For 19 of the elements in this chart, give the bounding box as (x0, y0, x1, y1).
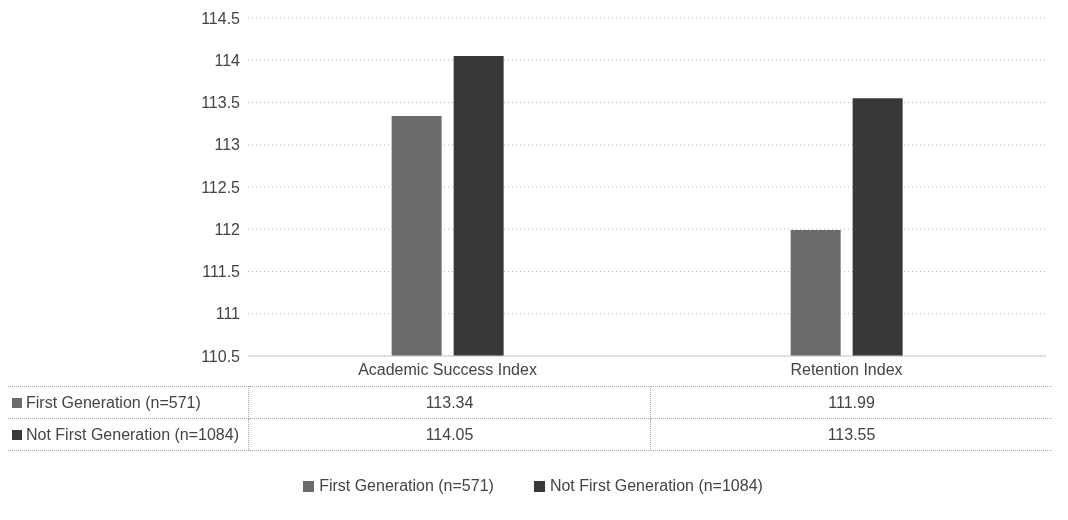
y-tick-label: 113.5 (201, 94, 241, 112)
text: Not First Generation (n=1084) (26, 425, 239, 443)
y-tick-label: 114 (214, 51, 241, 69)
y-tick-label: 111.5 (202, 263, 241, 281)
data-label: 111.99 (650, 386, 1052, 419)
data-label: 113.34 (248, 386, 651, 419)
x-tick-label: Academic Success Index (358, 361, 537, 379)
legend-label: Not First Generation (n=1084) (548, 477, 763, 495)
y-tick-label: 114.5 (201, 9, 241, 27)
data-label: 114.05 (248, 418, 651, 451)
text: First Generation (n=571) (26, 393, 201, 411)
data-label: 113.55 (650, 418, 1052, 451)
y-tick-label: 112 (214, 220, 241, 238)
x-tick-label: Retention Index (790, 361, 903, 379)
y-tick-label: 111 (215, 305, 241, 323)
y-tick-label: 112.5 (201, 178, 241, 196)
y-tick-label: 113 (214, 136, 241, 154)
legend-label: First Generation (n=571) (318, 477, 494, 495)
y-tick-label: 110.5 (201, 347, 241, 365)
